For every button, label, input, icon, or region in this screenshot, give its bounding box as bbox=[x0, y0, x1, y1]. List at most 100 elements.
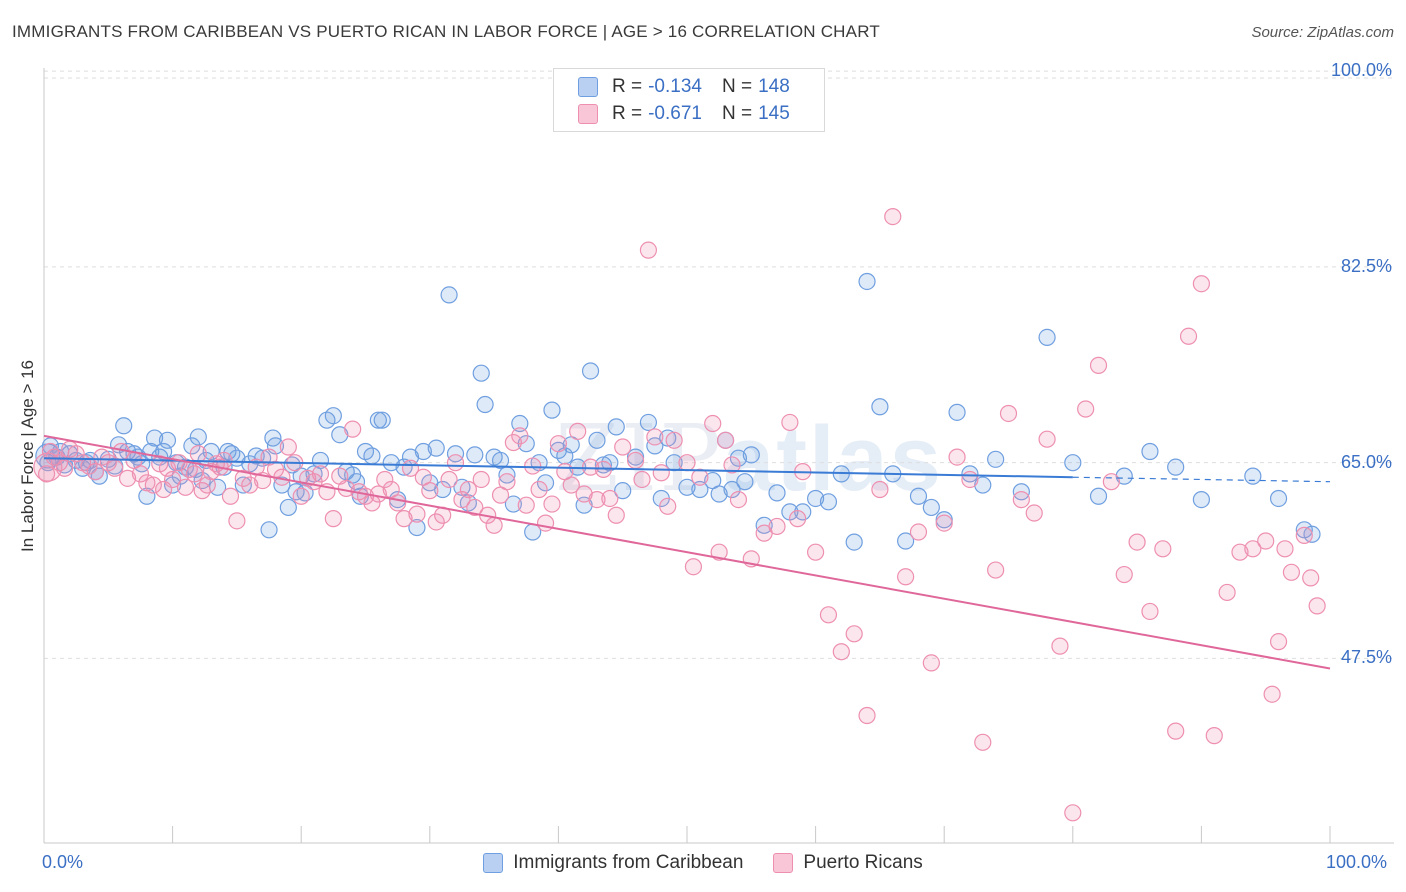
legend-item-caribbean[interactable]: Immigrants from Caribbean bbox=[483, 852, 743, 874]
data-point bbox=[659, 429, 677, 447]
data-point bbox=[198, 476, 216, 494]
data-point bbox=[948, 448, 966, 466]
data-point bbox=[781, 413, 799, 432]
data-point bbox=[472, 364, 490, 382]
data-point bbox=[498, 473, 516, 491]
data-point bbox=[601, 489, 619, 508]
data-point bbox=[1064, 454, 1082, 472]
data-point bbox=[279, 438, 297, 456]
data-point bbox=[536, 514, 555, 532]
data-point bbox=[1167, 722, 1185, 740]
data-point bbox=[530, 480, 548, 499]
data-point bbox=[373, 411, 391, 429]
legend-n-value: 148 bbox=[758, 76, 790, 97]
data-point bbox=[466, 498, 484, 517]
legend-n-label: N = bbox=[721, 76, 753, 97]
data-point bbox=[1051, 637, 1069, 655]
trend-lines bbox=[43, 434, 1331, 670]
data-point bbox=[234, 476, 252, 494]
data-point bbox=[961, 470, 979, 489]
data-point bbox=[1179, 327, 1198, 345]
legend-swatch-puerto-rican bbox=[773, 853, 794, 873]
legend-n-label: N = bbox=[721, 103, 753, 124]
data-point bbox=[729, 490, 748, 509]
data-point bbox=[536, 474, 555, 492]
data-point bbox=[1141, 442, 1159, 461]
data-point bbox=[845, 533, 863, 551]
grid-lines bbox=[44, 70, 1394, 659]
data-point bbox=[504, 495, 522, 513]
data-point bbox=[476, 395, 494, 414]
data-point bbox=[1038, 328, 1056, 347]
data-point bbox=[453, 490, 471, 509]
data-point bbox=[176, 478, 195, 496]
data-point bbox=[742, 446, 760, 464]
legend-r-value: -0.671 bbox=[648, 103, 702, 124]
legend-r-label: R = bbox=[612, 103, 643, 124]
data-point bbox=[1244, 540, 1262, 558]
data-point bbox=[524, 457, 542, 475]
legend-item-puerto-rican[interactable]: Puerto Ricans bbox=[773, 852, 923, 874]
data-point bbox=[871, 480, 889, 499]
data-point bbox=[987, 450, 1005, 468]
data-point bbox=[446, 454, 465, 472]
data-point bbox=[382, 454, 400, 472]
data-point bbox=[466, 446, 484, 464]
data-point bbox=[234, 469, 252, 487]
data-point bbox=[144, 476, 162, 494]
y-tick-label: 65.0% bbox=[1340, 451, 1392, 472]
legend-label-caribbean: Immigrants from Caribbean bbox=[513, 852, 744, 873]
series-caribbean bbox=[35, 272, 1321, 551]
data-point bbox=[569, 422, 587, 440]
data-point bbox=[324, 407, 342, 425]
data-point bbox=[511, 414, 529, 433]
data-point bbox=[292, 487, 310, 505]
data-point bbox=[311, 451, 330, 470]
chart-title: IMMIGRANTS FROM CARIBBEAN VS PUERTO RICA… bbox=[12, 22, 880, 41]
data-point bbox=[922, 498, 940, 517]
data-point bbox=[395, 510, 413, 528]
data-point bbox=[228, 512, 246, 530]
data-point bbox=[626, 451, 645, 470]
data-point bbox=[164, 470, 182, 489]
data-point bbox=[819, 493, 838, 511]
data-point bbox=[440, 286, 458, 304]
data-point bbox=[421, 482, 439, 500]
watermark-atlas: atlas bbox=[723, 408, 943, 510]
data-point bbox=[427, 513, 445, 531]
data-point bbox=[716, 431, 735, 449]
data-point bbox=[511, 427, 529, 445]
data-point bbox=[710, 543, 728, 561]
data-point bbox=[1263, 685, 1281, 703]
data-point bbox=[1302, 569, 1320, 587]
data-point bbox=[324, 510, 342, 528]
data-point bbox=[948, 403, 966, 421]
y-tick-label: 82.5% bbox=[1340, 255, 1392, 276]
data-point bbox=[485, 516, 503, 534]
trend-line-caribbean-projection bbox=[1072, 476, 1331, 483]
data-point bbox=[145, 429, 164, 447]
data-point bbox=[1269, 633, 1288, 651]
data-point bbox=[987, 561, 1005, 579]
data-point bbox=[344, 420, 362, 438]
data-point bbox=[1218, 583, 1236, 602]
data-point bbox=[363, 447, 381, 465]
trend-line-caribbean bbox=[43, 457, 1073, 479]
legend-row-caribbean: R = -0.134 N = 148 bbox=[578, 75, 790, 99]
data-point bbox=[1038, 430, 1056, 448]
data-point bbox=[1025, 504, 1043, 522]
data-point bbox=[646, 437, 664, 455]
data-point bbox=[723, 456, 741, 474]
data-point bbox=[408, 518, 426, 537]
data-point bbox=[710, 485, 728, 503]
data-point bbox=[729, 449, 748, 467]
data-point bbox=[581, 362, 600, 380]
data-point bbox=[1089, 487, 1108, 505]
data-point bbox=[871, 398, 889, 416]
data-point bbox=[806, 543, 825, 561]
x-tick-max: 100.0% bbox=[1326, 852, 1388, 872]
data-point bbox=[736, 473, 754, 491]
data-point bbox=[408, 505, 426, 523]
data-point bbox=[665, 431, 683, 449]
data-point bbox=[1192, 490, 1211, 509]
